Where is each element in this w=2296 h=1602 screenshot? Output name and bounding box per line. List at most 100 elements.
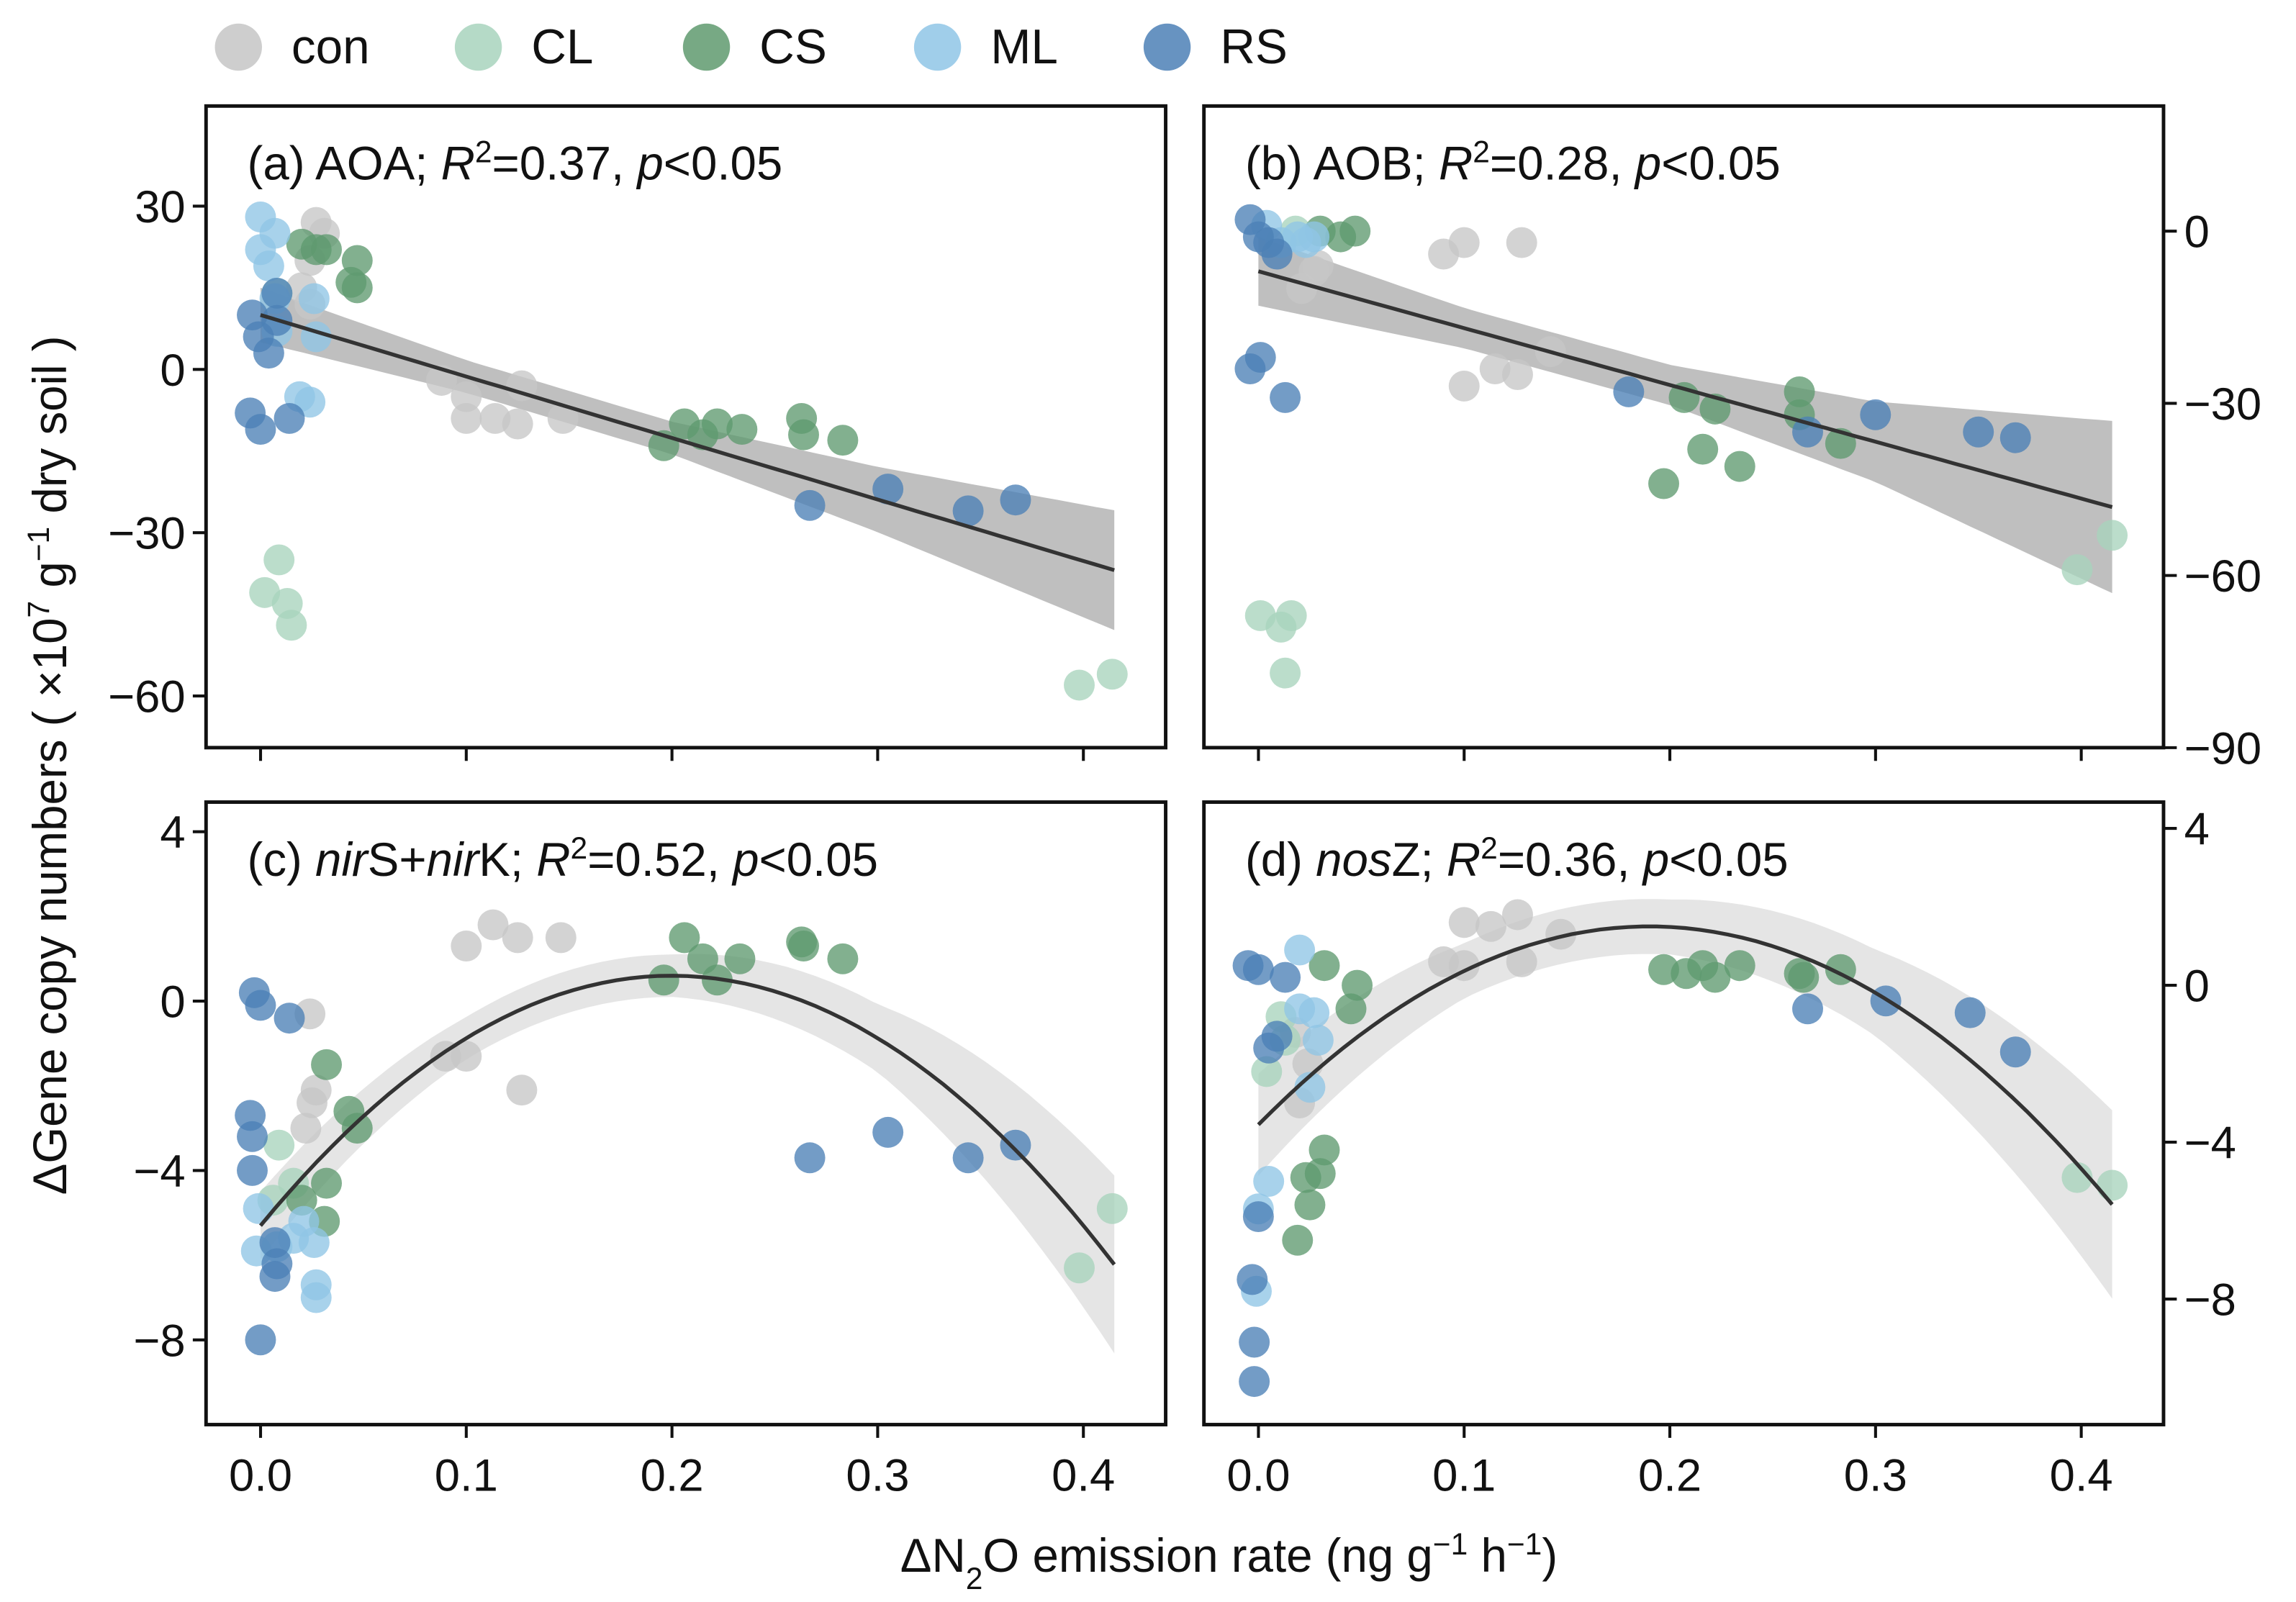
point-RS: [1237, 1264, 1268, 1295]
panel-annotation: (d) nosZ; R2=0.36, p<0.05: [1245, 831, 1789, 886]
text-segment: nir: [427, 833, 481, 886]
point-CL: [1064, 1252, 1095, 1284]
text-segment: <0.05: [759, 833, 878, 886]
legend: con CL CS ML RS: [214, 20, 1288, 74]
text-segment: R: [1439, 137, 1473, 190]
y-tick-label: 4: [2184, 805, 2210, 855]
y-tick-label: −60: [2184, 551, 2262, 602]
point-ML: [1284, 934, 1316, 966]
fit-line: [1257, 924, 2114, 1206]
point-RS: [1792, 993, 1823, 1025]
point-CL: [1096, 1193, 1128, 1224]
text-segment: R: [441, 137, 475, 190]
y-axis-title: ΔGene copy numbers ( ×107 g−1 dry soil ): [22, 335, 76, 1195]
point-CS: [1788, 961, 1820, 993]
text-segment: (c): [248, 833, 315, 886]
legend-marker-RS: [1143, 23, 1191, 71]
point-CS: [669, 922, 700, 954]
point-CS: [1309, 950, 1340, 982]
point-CS: [1687, 433, 1719, 465]
x-axis-title: ΔN2O emission rate (ng g−1 h−1): [900, 1527, 1558, 1596]
y-tick-label: −4: [2184, 1118, 2236, 1169]
text-segment: p: [731, 833, 759, 886]
point-RS: [1242, 954, 1274, 985]
plot-frame: [204, 800, 1167, 1426]
point-con: [451, 381, 482, 412]
point-RS: [1234, 353, 1266, 384]
x-tick-label: 0.4: [2050, 1451, 2113, 1501]
plot-frame: [1202, 104, 2166, 750]
text-segment: p: [1634, 137, 1661, 190]
x-tick-label: 0.1: [435, 1451, 498, 1501]
legend-label: con: [291, 20, 370, 74]
point-RS: [1261, 238, 1293, 270]
point-RS: [1000, 484, 1031, 516]
y-tick-label: 30: [135, 182, 186, 232]
point-con: [1501, 359, 1533, 390]
plot-frame: [1202, 800, 2166, 1426]
fit-line: [260, 313, 1115, 572]
panel-annotation: (a) AOA; R2=0.37, p<0.05: [248, 135, 783, 190]
point-CS: [1335, 993, 1367, 1025]
x-tick-label: 0.2: [641, 1451, 704, 1501]
point-ML: [1253, 1166, 1285, 1197]
point-con: [477, 909, 509, 941]
point-RS: [245, 990, 276, 1021]
panel-annotation: (b) AOB; R2=0.28, p<0.05: [1245, 135, 1781, 190]
text-segment: =0.28,: [1490, 137, 1635, 190]
point-CS: [1309, 1134, 1340, 1166]
legend-label: CL: [531, 20, 593, 74]
point-CS: [1784, 376, 1815, 407]
text-segment: 2: [966, 1562, 983, 1596]
text-segment: Z;: [1392, 833, 1447, 886]
point-con: [1448, 907, 1480, 938]
point-RS: [245, 1324, 276, 1356]
point-RS: [794, 489, 826, 521]
text-segment: −1: [22, 527, 56, 561]
point-con: [506, 1074, 538, 1106]
text-segment: =0.52,: [587, 833, 733, 886]
point-RS: [1860, 399, 1892, 430]
text-segment: =0.36,: [1498, 833, 1643, 886]
text-segment: =0.37,: [492, 137, 637, 190]
point-RS: [794, 1142, 826, 1174]
text-segment: 2: [571, 831, 588, 866]
point-CS: [341, 1113, 373, 1144]
point-CS: [726, 414, 758, 445]
point-ML: [253, 250, 284, 282]
legend-label: RS: [1220, 20, 1288, 74]
point-CS: [1294, 1189, 1326, 1221]
point-RS: [274, 402, 305, 434]
confidence-band: [260, 287, 1115, 630]
point-con: [545, 922, 577, 954]
point-RS: [1253, 1032, 1285, 1064]
point-CL: [2097, 520, 2128, 551]
legend-label: ML: [990, 20, 1058, 74]
panel-c: 0.0 0.1 0.2 0.3 0.4−8−404(c) nirS+nirK; R2=0…: [133, 800, 1167, 1501]
point-CS: [1342, 969, 1373, 1001]
y-tick-label: −90: [2184, 723, 2262, 774]
point-con: [1545, 918, 1577, 950]
point-RS: [245, 414, 276, 445]
point-RS: [1613, 376, 1645, 407]
point-RS: [1239, 1326, 1270, 1358]
point-RS: [1270, 381, 1301, 413]
point-CL: [1275, 599, 1307, 631]
y-tick-label: −8: [133, 1316, 185, 1366]
text-segment: <0.05: [1669, 833, 1789, 886]
y-tick-label: 0: [160, 977, 185, 1028]
x-tick-label: 0.3: [1844, 1451, 1907, 1501]
text-segment: dry soil ): [24, 335, 76, 526]
point-CS: [788, 931, 819, 961]
text-segment: S+: [368, 833, 427, 886]
point-con: [1475, 910, 1506, 942]
point-RS: [253, 338, 284, 369]
text-segment: p: [636, 137, 663, 190]
point-RS: [952, 495, 984, 527]
y-tick-label: 0: [2184, 207, 2210, 258]
point-CL: [263, 544, 295, 576]
text-segment: K;: [479, 833, 536, 886]
point-CL: [263, 1129, 295, 1161]
point-CS: [648, 964, 679, 996]
